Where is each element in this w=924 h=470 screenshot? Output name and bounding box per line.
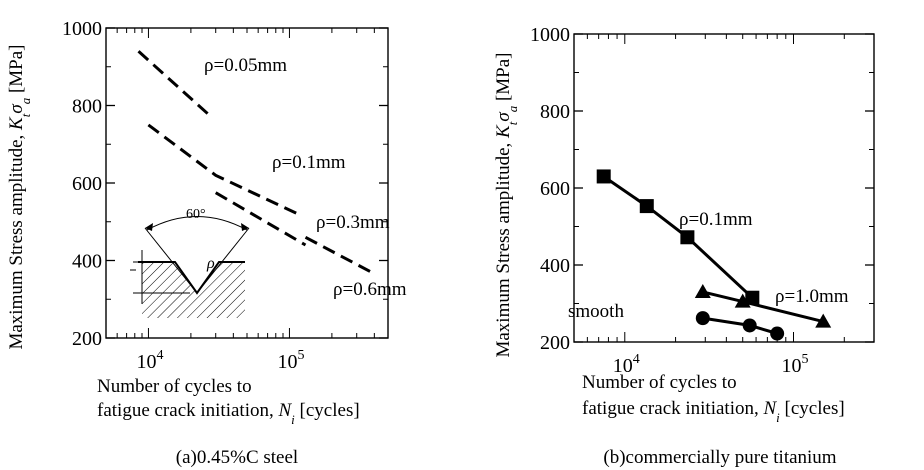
chart-b-y-axis-label: Maximum Stress amplitude, Ktσa [MPa] [493,52,520,357]
chart-a-series-label: ρ=0.6mm [333,279,407,300]
chart-a-y-tick-label: 400 [72,251,102,273]
chart-b-data-point-square [639,199,654,214]
chart-b-data-point-square [745,290,760,305]
arc-arrow-left [145,223,153,231]
chart-a-series-label: ρ=0.05mm [204,55,287,76]
chart-a-x-tick-label: 104 [136,348,163,373]
chart-a-plot-frame [105,27,389,339]
chart-b-y-tick-label: 600 [540,178,570,200]
chart-b-data-point-triangle [694,283,711,298]
chart-a-series-line [214,191,307,247]
arc-arrow-right [241,223,249,231]
chart-b-y-tick-label: 400 [540,255,570,277]
chart-b-data-point-circle [695,311,710,326]
notch-flank-left [144,227,198,294]
chart-a-y-tick-label: 1000 [62,18,102,40]
chart-b-data-point-triangle [734,293,751,308]
notch-inset: 60° ρ [130,207,250,318]
chart-b-y-tick-label: 800 [540,101,570,123]
chart-b-plot-frame [573,33,875,343]
chart-b-series-line [602,175,754,299]
notch-angle-arc [146,216,248,231]
notch-angle-label: 60° [186,207,206,222]
chart-a-y-tick-label: 200 [72,328,102,350]
chart-b-data-point-square [680,230,695,245]
chart-b-y-tick-label: 1000 [530,24,570,46]
chart-a-x-tick-label: 105 [277,348,304,373]
chart-a-series-line [137,50,213,119]
notch-rho-label: ρ [206,255,215,272]
chart-a-x-axis-label-line1: Number of cycles to [97,376,252,397]
chart-a-caption: (a)0.45%C steel [176,447,298,468]
chart-b-caption: (b)commercially pure titanium [603,447,836,468]
chart-a-series-label: ρ=0.1mm [272,152,346,173]
chart-a-series-line [147,123,299,216]
chart-b-x-axis-label-line1: Number of cycles to [582,372,737,393]
chart-b-series-label: smooth [568,301,624,322]
chart-b-data-point-triangle [815,313,832,328]
chart-b-x-tick-label: 104 [613,352,640,377]
chart-a-series-label: ρ=0.3mm [316,212,390,233]
chart-b-data-point-circle [742,318,757,333]
notch-rho-pointer [198,270,215,291]
chart-a-x-axis-label-line2: fatigue crack initiation, Ni [cycles] [97,400,360,427]
chart-b-series-label: ρ=1.0mm [775,286,849,307]
notch-specimen [142,262,245,318]
chart-b-data-point-square [596,169,611,184]
chart-b-y-tick-label: 200 [540,332,570,354]
chart-a-y-tick-label: 800 [72,96,102,118]
chart-b-data-point-circle [770,326,785,341]
chart-b-series-line [702,316,778,335]
chart-a: Maximum Stress amplitude, Ktσa [MPa] 200… [6,18,407,468]
chart-a-y-axis-label: Maximum Stress amplitude, Ktσa [MPa] [6,44,33,349]
chart-a-y-tick-label: 600 [72,173,102,195]
chart-b-series-label: ρ=0.1mm [679,209,753,230]
chart-b: Maximum Stress amplitude, Ktσa [MPa] 200… [493,24,875,468]
chart-a-series-line [304,235,372,274]
chart-b-x-axis-label-line2: fatigue crack initiation, Ni [cycles] [582,398,845,425]
chart-b-x-tick-label: 105 [782,352,809,377]
